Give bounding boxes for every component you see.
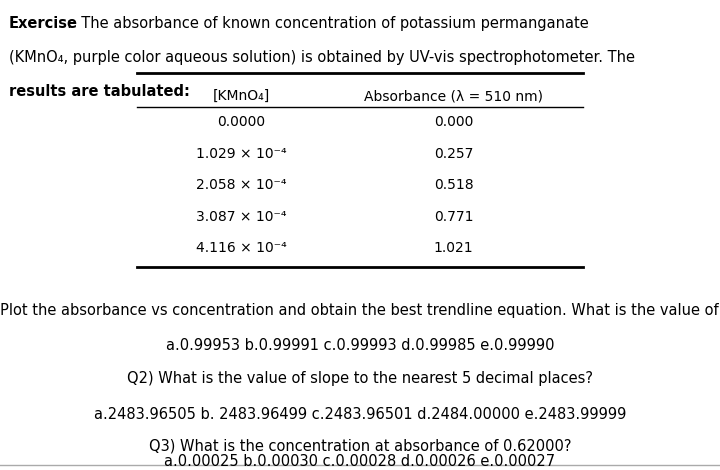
Text: 4.116 × 10⁻⁴: 4.116 × 10⁻⁴: [196, 241, 287, 255]
Text: a.0.00025 b.0.00030 c.0.00028 d.0.00026 e.0.00027: a.0.00025 b.0.00030 c.0.00028 d.0.00026 …: [164, 454, 556, 469]
Text: 3.087 × 10⁻⁴: 3.087 × 10⁻⁴: [196, 210, 287, 224]
Text: 0.771: 0.771: [434, 210, 473, 224]
Text: Q3) What is the concentration at absorbance of 0.62000?: Q3) What is the concentration at absorba…: [149, 438, 571, 453]
Text: a.2483.96505 b. 2483.96499 c.2483.96501 d.2484.00000 e.2483.99999: a.2483.96505 b. 2483.96499 c.2483.96501 …: [94, 407, 626, 422]
Text: Q1) Plot the absorbance vs concentration and obtain the best trendline equation.: Q1) Plot the absorbance vs concentration…: [0, 303, 720, 318]
Text: a.0.99953 b.0.99991 c.0.99993 d.0.99985 e.0.99990: a.0.99953 b.0.99991 c.0.99993 d.0.99985 …: [166, 338, 554, 353]
Text: 0.0000: 0.0000: [217, 115, 265, 129]
Text: 1.029 × 10⁻⁴: 1.029 × 10⁻⁴: [196, 147, 287, 161]
Text: 2.058 × 10⁻⁴: 2.058 × 10⁻⁴: [196, 178, 287, 192]
Text: 0.257: 0.257: [434, 147, 473, 161]
Text: results are tabulated:: results are tabulated:: [9, 84, 189, 99]
Text: Exercise: Exercise: [9, 16, 78, 31]
Text: [KMnO₄]: [KMnO₄]: [212, 89, 270, 103]
Text: :  The absorbance of known concentration of potassium permanganate: : The absorbance of known concentration …: [67, 16, 589, 31]
Text: Absorbance (λ = 510 nm): Absorbance (λ = 510 nm): [364, 89, 543, 103]
Text: (KMnO₄, purple color aqueous solution) is obtained by UV-vis spectrophotometer. : (KMnO₄, purple color aqueous solution) i…: [9, 50, 634, 65]
Text: 1.021: 1.021: [433, 241, 474, 255]
Text: 0.000: 0.000: [434, 115, 473, 129]
Text: 0.518: 0.518: [433, 178, 474, 192]
Text: Q2) What is the value of slope to the nearest 5 decimal places?: Q2) What is the value of slope to the ne…: [127, 371, 593, 386]
